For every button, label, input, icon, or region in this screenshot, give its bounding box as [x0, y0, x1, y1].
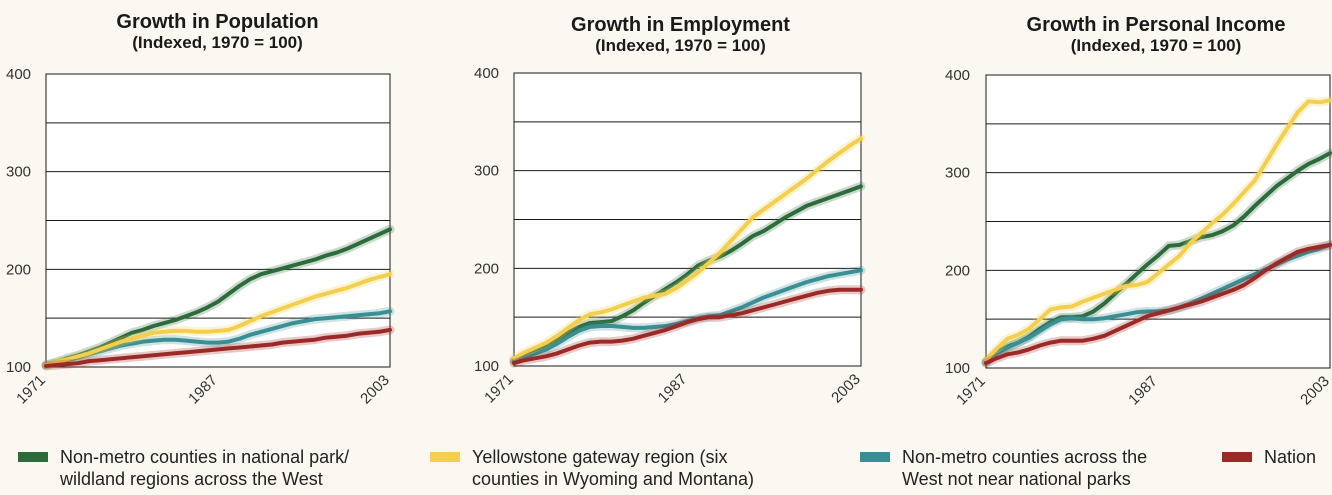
chart-subtitle: (Indexed, 1970 = 100) [595, 36, 766, 55]
y-tick-label: 400 [474, 65, 499, 82]
y-tick-label: 200 [6, 261, 31, 278]
x-tick-label: 1971 [953, 373, 989, 409]
legend-swatch [860, 452, 890, 462]
legend-item: Nation [1222, 446, 1316, 468]
plot-area: 100 200 300 400 1971 1987 2003 [945, 67, 1332, 408]
legend-label: Nation [1264, 447, 1317, 467]
legend-swatch [430, 452, 460, 462]
y-tick-label: 400 [945, 67, 970, 84]
legend-swatch [18, 452, 48, 462]
series-line [44, 227, 392, 367]
plot-area: 100 200 300 400 1971 1987 2003 [474, 65, 866, 407]
series-line [44, 309, 392, 367]
y-tick-label: 300 [945, 165, 970, 182]
x-tick-label: 2003 [1297, 373, 1332, 409]
y-tick-label: 100 [945, 360, 970, 377]
x-tick-label: 1971 [13, 372, 49, 408]
chart-title: Growth in Population [116, 11, 319, 33]
series-line [512, 287, 863, 366]
x-tick-label: 2003 [828, 371, 864, 407]
y-tick-label: 400 [6, 66, 31, 83]
legend-label: Non-metro counties across the West not n… [902, 447, 1148, 489]
y-tick-label: 300 [474, 163, 499, 180]
series-line [44, 272, 392, 367]
legend-swatch [1222, 452, 1252, 462]
x-tick-label: 1971 [481, 371, 517, 407]
series-line [44, 327, 392, 368]
y-tick-label: 200 [945, 262, 970, 279]
chart-title: Growth in Personal Income [1026, 14, 1286, 36]
chart-subtitle: (Indexed, 1970 = 100) [132, 33, 303, 52]
x-tick-label: 1987 [185, 372, 221, 408]
series-line [512, 184, 863, 364]
plot-area: 100 200 300 400 1971 1987 2003 [6, 66, 395, 408]
series-line [984, 98, 1332, 363]
chart-title: Growth in Employment [571, 14, 790, 36]
y-tick-label: 200 [474, 260, 499, 277]
y-tick-label: 100 [6, 359, 31, 376]
legend-item: Yellowstone gateway region (six counties… [430, 446, 754, 490]
x-tick-label: 1987 [655, 371, 691, 407]
series-line [512, 136, 863, 361]
legend-label: Yellowstone gateway region (six counties… [472, 447, 754, 489]
y-tick-label: 100 [474, 358, 499, 375]
x-tick-label: 2003 [357, 372, 393, 408]
y-tick-label: 300 [6, 164, 31, 181]
legend-label: Non-metro counties in national park/ wil… [60, 447, 350, 489]
chart-subtitle: (Indexed, 1970 = 100) [1070, 36, 1242, 55]
x-tick-label: 1987 [1125, 373, 1161, 409]
legend-item: Non-metro counties across the West not n… [860, 446, 1147, 490]
legend-item: Non-metro counties in national park/ wil… [18, 446, 349, 490]
series-line [984, 242, 1332, 366]
